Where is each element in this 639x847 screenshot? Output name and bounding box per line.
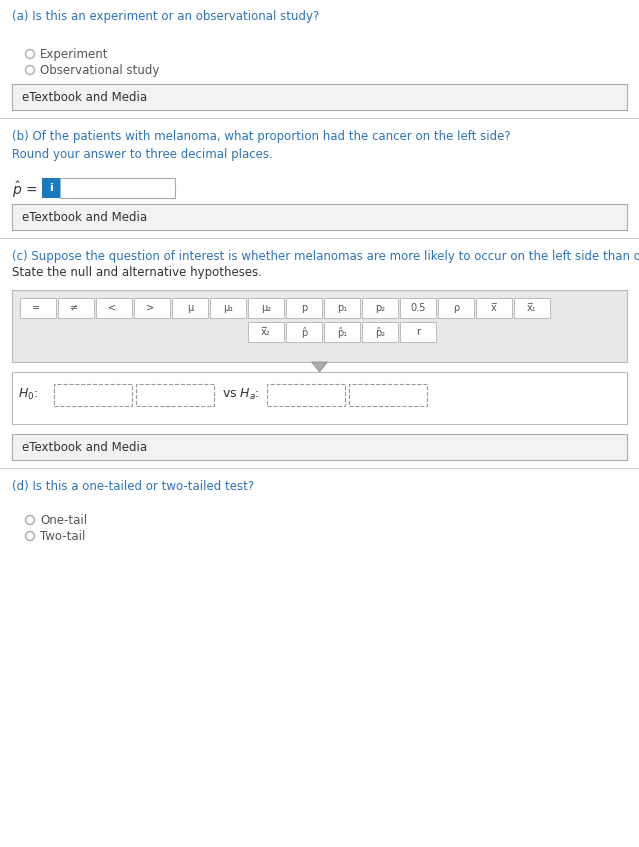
Text: =: = bbox=[33, 303, 43, 313]
FancyBboxPatch shape bbox=[438, 298, 474, 318]
Text: eTextbook and Media: eTextbook and Media bbox=[22, 91, 147, 104]
FancyBboxPatch shape bbox=[12, 290, 627, 362]
FancyBboxPatch shape bbox=[12, 204, 627, 230]
Polygon shape bbox=[311, 362, 328, 372]
FancyBboxPatch shape bbox=[248, 322, 284, 342]
Text: (c) Suppose the question of interest is whether melanomas are more likely to occ: (c) Suppose the question of interest is … bbox=[12, 250, 639, 263]
Text: x̅₂: x̅₂ bbox=[261, 327, 271, 337]
Text: i: i bbox=[49, 183, 53, 193]
FancyBboxPatch shape bbox=[248, 298, 284, 318]
FancyBboxPatch shape bbox=[42, 178, 60, 198]
FancyBboxPatch shape bbox=[362, 298, 398, 318]
Text: $\hat{p}$ =: $\hat{p}$ = bbox=[12, 180, 38, 200]
FancyBboxPatch shape bbox=[324, 298, 360, 318]
FancyBboxPatch shape bbox=[400, 298, 436, 318]
Text: eTextbook and Media: eTextbook and Media bbox=[22, 441, 147, 454]
Text: μ₂: μ₂ bbox=[261, 303, 271, 313]
FancyBboxPatch shape bbox=[476, 298, 512, 318]
Text: (d) Is this a one-tailed or two-tailed test?: (d) Is this a one-tailed or two-tailed t… bbox=[12, 480, 254, 493]
FancyBboxPatch shape bbox=[349, 384, 427, 406]
FancyBboxPatch shape bbox=[60, 178, 175, 198]
Text: eTextbook and Media: eTextbook and Media bbox=[22, 211, 147, 224]
Text: Experiment: Experiment bbox=[40, 48, 109, 61]
FancyBboxPatch shape bbox=[12, 434, 627, 460]
Text: p̂₂: p̂₂ bbox=[375, 326, 385, 337]
Text: 0.5: 0.5 bbox=[410, 303, 426, 313]
Text: p: p bbox=[301, 303, 307, 313]
Text: Round your answer to three decimal places.: Round your answer to three decimal place… bbox=[12, 148, 273, 161]
FancyBboxPatch shape bbox=[172, 298, 208, 318]
Text: μ: μ bbox=[187, 303, 193, 313]
Text: ≠: ≠ bbox=[70, 303, 82, 313]
Text: $H_0$:: $H_0$: bbox=[18, 387, 38, 402]
FancyBboxPatch shape bbox=[96, 298, 132, 318]
Text: <: < bbox=[109, 303, 119, 313]
FancyBboxPatch shape bbox=[210, 298, 246, 318]
Text: (b) Of the patients with melanoma, what proportion had the cancer on the left si: (b) Of the patients with melanoma, what … bbox=[12, 130, 511, 143]
Text: Two-tail: Two-tail bbox=[40, 530, 86, 543]
Text: x̅₁: x̅₁ bbox=[527, 303, 537, 313]
FancyBboxPatch shape bbox=[58, 298, 94, 318]
FancyBboxPatch shape bbox=[12, 372, 627, 424]
FancyBboxPatch shape bbox=[54, 384, 132, 406]
Text: One-tail: One-tail bbox=[40, 514, 87, 527]
FancyBboxPatch shape bbox=[362, 322, 398, 342]
Text: Observational study: Observational study bbox=[40, 64, 159, 77]
Text: >: > bbox=[146, 303, 158, 313]
Text: p̂: p̂ bbox=[301, 326, 307, 337]
FancyBboxPatch shape bbox=[267, 384, 345, 406]
Text: r: r bbox=[416, 327, 420, 337]
FancyBboxPatch shape bbox=[136, 384, 214, 406]
Text: (a) Is this an experiment or an observational study?: (a) Is this an experiment or an observat… bbox=[12, 10, 320, 23]
FancyBboxPatch shape bbox=[286, 322, 322, 342]
FancyBboxPatch shape bbox=[20, 298, 56, 318]
Text: p̂₁: p̂₁ bbox=[337, 326, 347, 337]
Text: ρ: ρ bbox=[453, 303, 459, 313]
Text: x̅: x̅ bbox=[491, 303, 497, 313]
FancyBboxPatch shape bbox=[134, 298, 170, 318]
Text: p₂: p₂ bbox=[375, 303, 385, 313]
Text: vs $H_a$:: vs $H_a$: bbox=[222, 387, 259, 402]
FancyBboxPatch shape bbox=[400, 322, 436, 342]
FancyBboxPatch shape bbox=[514, 298, 550, 318]
Text: State the null and alternative hypotheses.: State the null and alternative hypothese… bbox=[12, 266, 262, 279]
FancyBboxPatch shape bbox=[286, 298, 322, 318]
Text: μ₁: μ₁ bbox=[223, 303, 233, 313]
FancyBboxPatch shape bbox=[324, 322, 360, 342]
Text: p₁: p₁ bbox=[337, 303, 347, 313]
FancyBboxPatch shape bbox=[12, 84, 627, 110]
